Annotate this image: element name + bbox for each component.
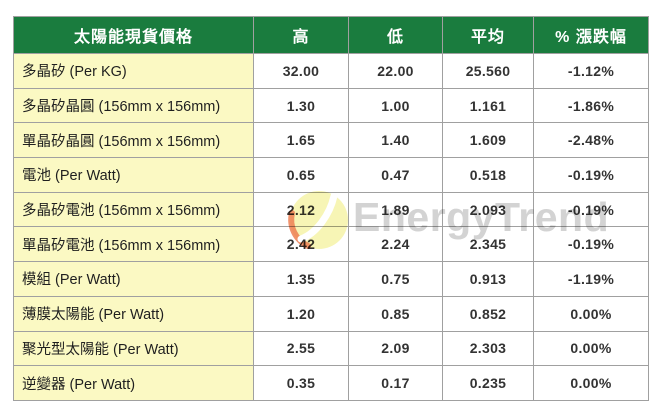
percent-change-cell: 0.00% <box>533 295 649 332</box>
low-cell: 2.09 <box>348 330 443 367</box>
percent-change-cell: -1.12% <box>533 53 649 89</box>
high-cell: 0.35 <box>253 365 349 401</box>
average-cell: 0.852 <box>442 295 534 332</box>
high-cell: 32.00 <box>253 53 349 89</box>
product-label-cell: 薄膜太陽能 (Per Watt) <box>13 295 254 332</box>
table-row: 薄膜太陽能 (Per Watt) 1.20 0.85 0.852 0.00% <box>13 295 649 332</box>
percent-change-cell: -1.86% <box>533 87 649 124</box>
average-cell: 25.560 <box>442 53 534 89</box>
low-cell: 0.17 <box>348 365 443 401</box>
header-cell-percent-change: % 漲跌幅 <box>533 16 649 54</box>
percent-change-cell: 0.00% <box>533 330 649 367</box>
low-cell: 0.75 <box>348 261 443 297</box>
low-cell: 0.47 <box>348 157 443 193</box>
product-label-cell: 單晶矽晶圓 (156mm x 156mm) <box>13 122 254 159</box>
product-label-cell: 多晶矽電池 (156mm x 156mm) <box>13 191 254 228</box>
low-cell: 1.00 <box>348 87 443 124</box>
percent-change-cell: -1.19% <box>533 261 649 297</box>
product-label-cell: 聚光型太陽能 (Per Watt) <box>13 330 254 367</box>
table-row: 多晶矽電池 (156mm x 156mm) 2.12 1.89 2.093 -0… <box>13 191 649 228</box>
average-cell: 2.345 <box>442 226 534 263</box>
header-cell-high: 高 <box>253 16 349 54</box>
header-cell-low: 低 <box>348 16 443 54</box>
price-table: 太陽能現貨價格 高 低 平均 % 漲跌幅 多晶矽 (Per KG) 32.00 … <box>13 16 649 401</box>
table-row: 電池 (Per Watt) 0.65 0.47 0.518 -0.19% <box>13 157 649 193</box>
average-cell: 0.235 <box>442 365 534 401</box>
solar-price-table: 太陽能現貨價格 高 低 平均 % 漲跌幅 多晶矽 (Per KG) 32.00 … <box>13 16 649 401</box>
high-cell: 1.30 <box>253 87 349 124</box>
header-row: 太陽能現貨價格 高 低 平均 % 漲跌幅 <box>13 16 649 54</box>
table-row: 多晶矽晶圓 (156mm x 156mm) 1.30 1.00 1.161 -1… <box>13 87 649 124</box>
table-row: 聚光型太陽能 (Per Watt) 2.55 2.09 2.303 0.00% <box>13 330 649 367</box>
table-row: 逆變器 (Per Watt) 0.35 0.17 0.235 0.00% <box>13 365 649 401</box>
percent-change-cell: -0.19% <box>533 226 649 263</box>
average-cell: 0.518 <box>442 157 534 193</box>
high-cell: 2.55 <box>253 330 349 367</box>
high-cell: 0.65 <box>253 157 349 193</box>
product-label-cell: 模組 (Per Watt) <box>13 261 254 297</box>
low-cell: 1.40 <box>348 122 443 159</box>
table-row: 多晶矽 (Per KG) 32.00 22.00 25.560 -1.12% <box>13 53 649 89</box>
product-label-cell: 多晶矽 (Per KG) <box>13 53 254 89</box>
table-row: 模組 (Per Watt) 1.35 0.75 0.913 -1.19% <box>13 261 649 297</box>
header-cell-average: 平均 <box>442 16 534 54</box>
high-cell: 1.20 <box>253 295 349 332</box>
percent-change-cell: 0.00% <box>533 365 649 401</box>
product-label-cell: 單晶矽電池 (156mm x 156mm) <box>13 226 254 263</box>
low-cell: 1.89 <box>348 191 443 228</box>
low-cell: 2.24 <box>348 226 443 263</box>
header-cell-product-category: 太陽能現貨價格 <box>13 16 254 54</box>
average-cell: 1.161 <box>442 87 534 124</box>
percent-change-cell: -0.19% <box>533 191 649 228</box>
high-cell: 1.65 <box>253 122 349 159</box>
average-cell: 2.093 <box>442 191 534 228</box>
high-cell: 2.12 <box>253 191 349 228</box>
average-cell: 2.303 <box>442 330 534 367</box>
percent-change-cell: -0.19% <box>533 157 649 193</box>
product-label-cell: 多晶矽晶圓 (156mm x 156mm) <box>13 87 254 124</box>
product-label-cell: 逆變器 (Per Watt) <box>13 365 254 401</box>
low-cell: 0.85 <box>348 295 443 332</box>
average-cell: 0.913 <box>442 261 534 297</box>
high-cell: 2.42 <box>253 226 349 263</box>
low-cell: 22.00 <box>348 53 443 89</box>
high-cell: 1.35 <box>253 261 349 297</box>
table-row: 單晶矽電池 (156mm x 156mm) 2.42 2.24 2.345 -0… <box>13 226 649 263</box>
average-cell: 1.609 <box>442 122 534 159</box>
product-label-cell: 電池 (Per Watt) <box>13 157 254 193</box>
percent-change-cell: -2.48% <box>533 122 649 159</box>
table-row: 單晶矽晶圓 (156mm x 156mm) 1.65 1.40 1.609 -2… <box>13 122 649 159</box>
